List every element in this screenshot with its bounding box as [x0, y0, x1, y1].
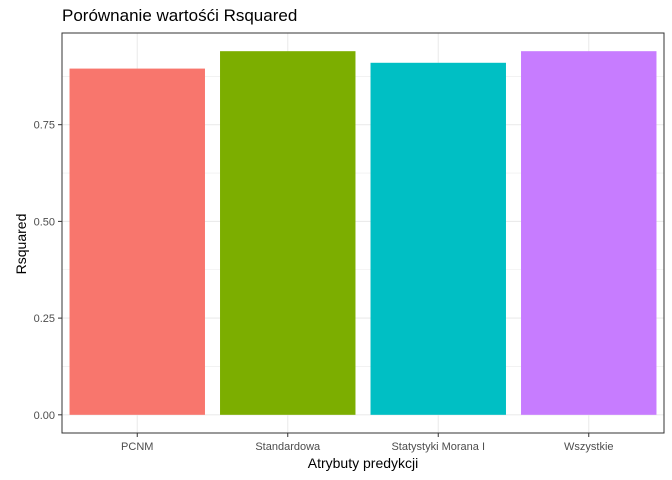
x-tick-label: Statystyki Morana I — [391, 441, 485, 453]
y-tick-label: 0.75 — [34, 120, 55, 132]
bar — [521, 51, 657, 415]
x-axis-title: Atrybuty predykcji — [307, 455, 419, 471]
chart-title: Porównanie wartośći Rsquared — [62, 6, 298, 25]
x-axis-ticks: PCNM Standardowa Statystyki Morana I Wszyst… — [121, 433, 614, 453]
y-tick-label: 0.25 — [34, 313, 55, 325]
bar — [69, 68, 205, 415]
x-tick-label: Standardowa — [255, 441, 321, 453]
y-axis-title: Rsquared — [13, 213, 29, 275]
bar — [220, 51, 356, 415]
x-tick-label: PCNM — [121, 441, 153, 453]
x-tick-label: Wszystkie — [564, 441, 614, 453]
y-tick-label: 0.50 — [34, 216, 55, 228]
panel-border — [61, 32, 665, 434]
bars — [69, 51, 657, 415]
y-tick-label: 0.00 — [34, 410, 55, 422]
bar — [370, 62, 506, 415]
y-axis-ticks: 0.00 0.25 0.50 0.75 — [34, 120, 62, 422]
